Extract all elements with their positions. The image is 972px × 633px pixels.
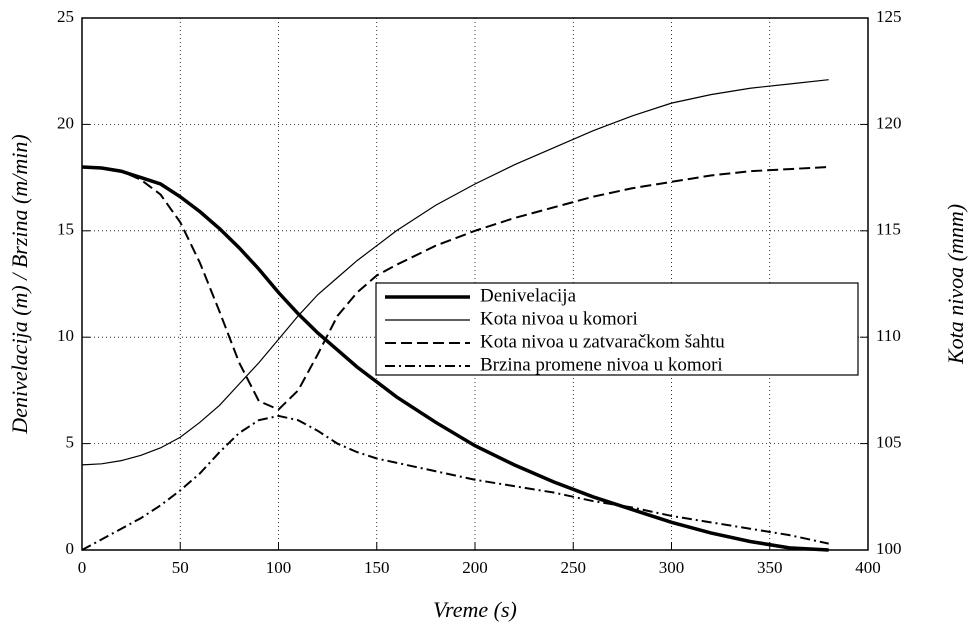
y2-tick-label: 110 <box>876 326 901 345</box>
series-line <box>81 165 829 552</box>
y-tick-label: 0 <box>66 539 75 558</box>
y2-tick-label: 125 <box>876 7 902 26</box>
x-tick-label: 400 <box>855 558 881 577</box>
y-tick-label: 20 <box>57 113 74 132</box>
plot-frame <box>81 17 869 551</box>
legend-label: Brzina promene nivoa u komori <box>480 354 723 375</box>
y-axis-title: Denivelacija (m) / Brzina (m/min) <box>7 134 32 434</box>
y-tick-label: 5 <box>66 433 75 452</box>
legend-label: Kota nivoa u zatvaračkom šahtu <box>480 331 725 352</box>
y2-tick-label: 115 <box>876 220 901 239</box>
legend-label: Denivelacija <box>480 285 577 306</box>
x-tick-label: 300 <box>659 558 685 577</box>
y2-tick-label: 100 <box>876 539 902 558</box>
y2-tick-label: 120 <box>876 113 902 132</box>
x-tick-label: 50 <box>172 558 189 577</box>
y-tick-label: 10 <box>57 326 74 345</box>
x-tick-label: 150 <box>364 558 390 577</box>
series-line <box>81 165 829 411</box>
x-axis-title: Vreme (s) <box>433 597 517 622</box>
y-tick-label: 15 <box>57 220 74 239</box>
y2-axis-title: Kota nivoa (mnm) <box>943 204 968 365</box>
legend-label: Kota nivoa u komori <box>480 308 638 329</box>
x-tick-label: 350 <box>757 558 783 577</box>
x-tick-label: 200 <box>462 558 488 577</box>
y2-tick-label: 105 <box>876 433 902 452</box>
x-tick-label: 0 <box>78 558 87 577</box>
series-line <box>81 79 829 466</box>
y-tick-label: 25 <box>57 7 74 26</box>
x-tick-label: 100 <box>266 558 292 577</box>
series-line <box>81 414 829 551</box>
x-tick-label: 250 <box>561 558 587 577</box>
